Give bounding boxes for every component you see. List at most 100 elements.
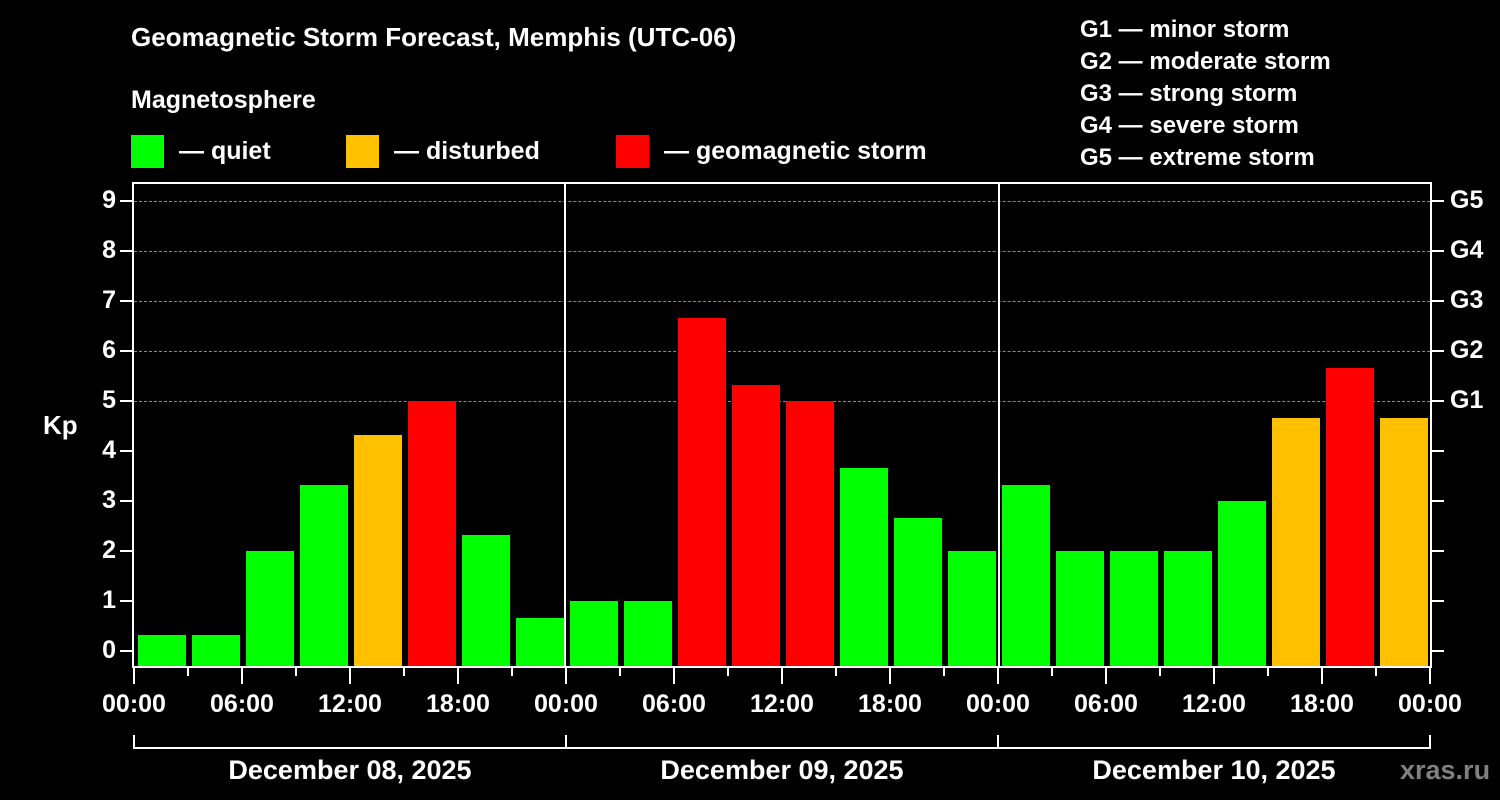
x-tick-minor bbox=[1159, 668, 1161, 676]
x-tick-major bbox=[349, 668, 351, 684]
kp-bar bbox=[1326, 367, 1374, 666]
x-tick-label: 12:00 bbox=[750, 690, 814, 718]
y-axis-label: Kp bbox=[43, 410, 78, 440]
y-tick bbox=[120, 600, 132, 602]
y-tick bbox=[120, 400, 132, 402]
x-tick-label: 00:00 bbox=[102, 690, 166, 718]
x-tick-minor bbox=[619, 668, 621, 676]
x-tick-label: 00:00 bbox=[966, 690, 1030, 718]
x-tick-label: 18:00 bbox=[426, 690, 490, 718]
y-tick-label: 0 bbox=[102, 636, 116, 664]
kp-bar bbox=[894, 517, 942, 666]
day-bracket bbox=[133, 735, 567, 749]
x-tick-major bbox=[1321, 668, 1323, 684]
y-tick bbox=[120, 300, 132, 302]
g-scale-legend: G1 — minor storm G2 — moderate storm G3 … bbox=[1080, 14, 1331, 174]
disturbed-swatch bbox=[346, 134, 379, 168]
y-tick-right bbox=[1432, 400, 1444, 402]
x-tick-major bbox=[241, 668, 243, 684]
day-label: December 09, 2025 bbox=[660, 755, 904, 785]
x-tick-minor bbox=[403, 668, 405, 676]
x-tick-minor bbox=[1051, 668, 1053, 676]
x-tick-minor bbox=[1267, 668, 1269, 676]
kp-bar bbox=[624, 601, 672, 666]
x-tick-minor bbox=[511, 668, 513, 676]
y-tick bbox=[120, 450, 132, 452]
x-tick-minor bbox=[835, 668, 837, 676]
kp-bar bbox=[1272, 417, 1320, 666]
y-tick-label: 5 bbox=[102, 386, 116, 414]
x-tick-minor bbox=[187, 668, 189, 676]
g3-description: G3 — strong storm bbox=[1080, 80, 1298, 107]
y-tick-right bbox=[1432, 250, 1444, 252]
x-tick-major bbox=[889, 668, 891, 684]
day-label: December 08, 2025 bbox=[228, 755, 472, 785]
kp-bar bbox=[408, 401, 456, 666]
gridline-kp-7 bbox=[134, 301, 1430, 302]
y-tick bbox=[120, 250, 132, 252]
x-tick-major bbox=[1213, 668, 1215, 684]
x-tick-label: 00:00 bbox=[534, 690, 598, 718]
kp-bar bbox=[192, 634, 240, 666]
kp-bar bbox=[1164, 551, 1212, 666]
kp-bar bbox=[840, 467, 888, 666]
kp-bar bbox=[1380, 417, 1428, 666]
y-tick-right bbox=[1432, 600, 1444, 602]
kp-bar bbox=[300, 484, 348, 666]
kp-bar bbox=[948, 551, 996, 666]
kp-bar bbox=[1110, 551, 1158, 666]
x-tick-minor bbox=[1375, 668, 1377, 676]
x-tick-label: 06:00 bbox=[642, 690, 706, 718]
legend-storm: — geomagnetic storm bbox=[616, 134, 927, 168]
y-tick-right bbox=[1432, 350, 1444, 352]
legend-quiet-label: — quiet bbox=[179, 136, 271, 165]
day-bracket bbox=[997, 735, 1431, 749]
legend-title: Magnetosphere bbox=[131, 86, 316, 114]
x-tick-label: 06:00 bbox=[210, 690, 274, 718]
watermark: xras.ru bbox=[1400, 755, 1491, 785]
kp-bar bbox=[462, 534, 510, 666]
kp-bar bbox=[516, 617, 564, 666]
day-separator bbox=[564, 184, 567, 666]
y-tick bbox=[120, 350, 132, 352]
x-tick-major bbox=[1429, 668, 1431, 684]
y-tick bbox=[120, 650, 132, 652]
chart-title: Geomagnetic Storm Forecast, Memphis (UTC… bbox=[131, 22, 737, 52]
gridline-kp-6 bbox=[134, 351, 1430, 352]
g-level-label: G5 bbox=[1450, 186, 1484, 214]
y-tick-label: 8 bbox=[102, 236, 116, 264]
storm-swatch bbox=[616, 134, 649, 168]
y-tick-label: 4 bbox=[102, 436, 116, 464]
legend-storm-label: — geomagnetic storm bbox=[664, 136, 927, 165]
y-tick-right bbox=[1432, 450, 1444, 452]
x-tick-label: 12:00 bbox=[318, 690, 382, 718]
kp-bar bbox=[570, 601, 618, 666]
x-tick-minor bbox=[727, 668, 729, 676]
gridline-kp-5 bbox=[134, 401, 1430, 402]
g2-description: G2 — moderate storm bbox=[1080, 48, 1331, 75]
x-tick-major bbox=[781, 668, 783, 684]
kp-bar bbox=[138, 634, 186, 666]
y-tick-right bbox=[1432, 550, 1444, 552]
x-tick-label: 06:00 bbox=[1074, 690, 1138, 718]
g4-description: G4 — severe storm bbox=[1080, 112, 1299, 139]
y-tick bbox=[120, 500, 132, 502]
x-tick-major bbox=[997, 668, 999, 684]
y-tick-label: 1 bbox=[102, 586, 116, 614]
x-tick-label: 18:00 bbox=[1290, 690, 1354, 718]
y-tick bbox=[120, 200, 132, 202]
x-tick-major bbox=[457, 668, 459, 684]
x-tick-minor bbox=[295, 668, 297, 676]
x-tick-label: 18:00 bbox=[858, 690, 922, 718]
y-tick-label: 9 bbox=[102, 186, 116, 214]
y-tick-label: 7 bbox=[102, 286, 116, 314]
g-level-label: G3 bbox=[1450, 286, 1484, 314]
kp-bar bbox=[1218, 501, 1266, 666]
x-tick-major bbox=[673, 668, 675, 684]
x-tick-minor bbox=[943, 668, 945, 676]
x-tick-major bbox=[565, 668, 567, 684]
legend-disturbed-label: — disturbed bbox=[394, 136, 540, 165]
x-tick-major bbox=[133, 668, 135, 684]
g-level-label: G1 bbox=[1450, 386, 1484, 414]
legend-quiet: — quiet bbox=[131, 134, 271, 168]
